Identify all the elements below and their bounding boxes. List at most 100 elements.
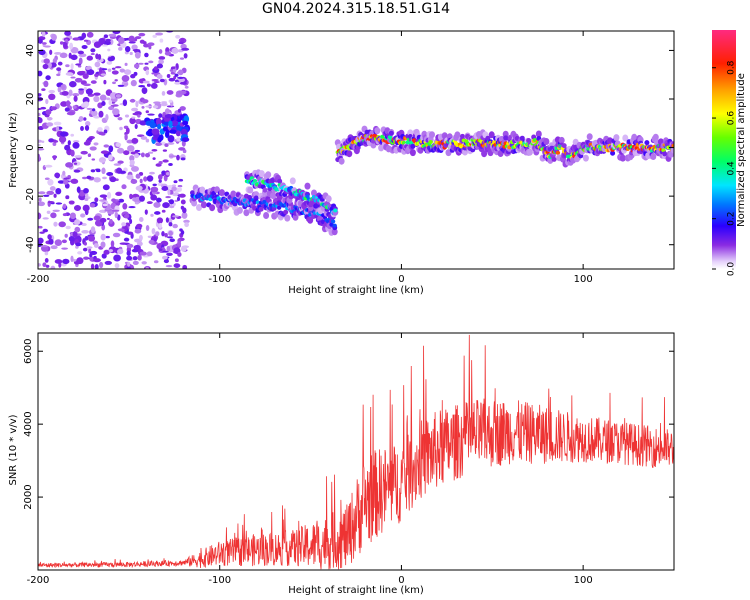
spec-noise-mark xyxy=(105,114,109,121)
spec-noise-mark xyxy=(146,83,151,87)
spec-noise-mark xyxy=(168,99,173,103)
spec-main-tone-mark xyxy=(503,135,509,141)
spec-noise-mark xyxy=(147,151,154,154)
spec-noise-mark xyxy=(52,142,57,146)
spec-noise-mark xyxy=(70,46,79,54)
spec-noise-mark xyxy=(57,180,65,184)
spec-noise-mark xyxy=(64,107,70,112)
spec-noise-mark xyxy=(62,170,66,176)
spec-noise-mark xyxy=(151,228,156,235)
spec-noise-mark xyxy=(141,87,148,95)
spec-noise-mark xyxy=(123,83,129,86)
spec-main-tone-mark xyxy=(607,138,613,143)
spec-noise-mark xyxy=(86,107,93,110)
spec-tone-mark xyxy=(157,136,162,143)
spec-noise-mark xyxy=(108,154,113,161)
spec-noise-mark xyxy=(153,66,159,71)
spec-noise-mark xyxy=(158,49,163,54)
spec-noise-mark xyxy=(134,201,139,205)
spectrogram-marks xyxy=(38,31,674,269)
spec-noise-mark xyxy=(155,142,162,147)
spec-noise-mark xyxy=(158,59,164,65)
spec-noise-mark xyxy=(171,186,177,192)
spec-noise-mark xyxy=(38,212,42,220)
spec-noise-mark xyxy=(55,202,63,205)
spec-noise-mark xyxy=(179,57,185,60)
spec-noise-mark xyxy=(53,121,62,126)
spec-noise-mark xyxy=(179,106,186,111)
spec-noise-mark xyxy=(101,167,106,175)
spec-noise-mark xyxy=(153,201,161,208)
spec-noise-mark xyxy=(49,49,53,55)
colorbar-axes: 0.0 0.2 0.4 0.6 0.8 xyxy=(712,60,737,276)
spec-noise-mark xyxy=(70,255,74,263)
spec-noise-mark xyxy=(90,226,96,234)
spec-noise-mark xyxy=(174,258,179,263)
spec-noise-mark xyxy=(38,117,43,124)
spec-lower-track-mark xyxy=(196,204,202,211)
spec-noise-mark xyxy=(130,179,138,184)
spec-noise-mark xyxy=(159,78,165,83)
spec-noise-mark xyxy=(108,249,113,253)
spec-noise-mark xyxy=(38,93,42,97)
spec-noise-mark xyxy=(117,228,125,232)
spec-main-tone-mark xyxy=(481,150,488,158)
spec-ytick-label: 20 xyxy=(25,93,36,106)
spec-noise-mark xyxy=(38,154,41,162)
spec-noise-mark xyxy=(131,107,139,112)
spec-noise-mark xyxy=(145,138,150,143)
spec-noise-mark xyxy=(98,157,106,163)
spec-noise-mark xyxy=(158,222,162,229)
spec-noise-mark xyxy=(178,147,186,151)
spec-noise-mark xyxy=(50,106,58,111)
spec-noise-mark xyxy=(56,73,61,77)
spec-noise-mark xyxy=(158,113,163,118)
spec-noise-mark xyxy=(76,186,81,194)
spec-noise-mark xyxy=(52,209,60,213)
spec-noise-mark xyxy=(144,62,149,65)
spec-noise-mark xyxy=(45,109,52,115)
spec-noise-mark xyxy=(68,81,77,88)
spec-noise-mark xyxy=(38,139,43,143)
spec-lower-track-mark xyxy=(209,204,216,212)
spec-noise-mark xyxy=(74,219,81,226)
spec-noise-mark xyxy=(134,228,142,234)
spec-noise-mark xyxy=(46,116,53,121)
snr-xlabel: Height of straight line (km) xyxy=(288,585,424,596)
spec-noise-mark xyxy=(49,186,56,191)
spec-noise-mark xyxy=(78,53,87,58)
spec-noise-mark xyxy=(126,243,134,249)
spec-noise-mark xyxy=(48,93,56,101)
spec-noise-mark xyxy=(164,143,169,147)
spec-noise-mark xyxy=(87,217,94,221)
spec-noise-mark xyxy=(58,135,67,143)
spec-lower-track-mark xyxy=(276,205,282,210)
spec-noise-mark xyxy=(113,254,121,262)
spec-noise-mark xyxy=(83,101,90,107)
spec-upper-track-mark xyxy=(289,177,296,185)
spec-noise-mark xyxy=(124,133,128,141)
spec-noise-mark xyxy=(93,92,101,96)
spec-noise-mark xyxy=(44,251,49,256)
spec-noise-mark xyxy=(52,57,57,64)
spec-noise-mark xyxy=(65,100,71,107)
spec-noise-mark xyxy=(94,73,99,77)
spec-noise-mark xyxy=(122,203,128,210)
spec-noise-mark xyxy=(83,83,91,87)
spec-noise-mark xyxy=(166,245,171,252)
spec-noise-mark xyxy=(168,222,173,227)
spec-noise-mark xyxy=(181,211,188,219)
spec-noise-mark xyxy=(112,232,121,238)
spec-main-tone-mark xyxy=(380,134,385,139)
spec-noise-mark xyxy=(81,32,87,39)
spec-noise-mark xyxy=(75,63,82,66)
spec-noise-mark xyxy=(144,52,149,58)
spec-tone-mark xyxy=(164,113,173,119)
spec-noise-mark xyxy=(63,179,69,185)
snr-xtick-label: 0 xyxy=(398,575,404,586)
spec-noise-mark xyxy=(123,167,128,172)
spec-main-tone-mark xyxy=(428,140,433,144)
spec-noise-mark xyxy=(124,214,130,219)
spec-lower-track-mark xyxy=(218,189,225,197)
spec-noise-mark xyxy=(159,38,164,43)
